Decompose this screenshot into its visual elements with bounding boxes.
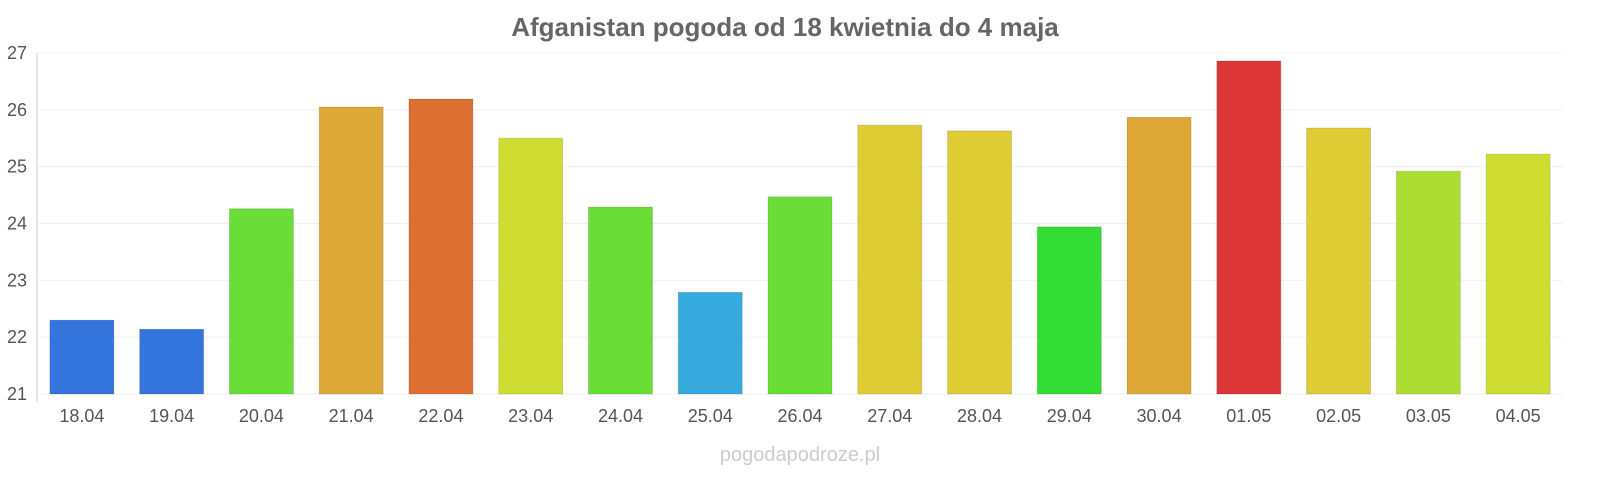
- x-tick-label: 02.05: [1316, 406, 1361, 426]
- y-tick-label: 24: [7, 214, 27, 234]
- y-tick-label: 22: [7, 327, 27, 347]
- bar: [228, 208, 294, 395]
- x-tick-label: 25.04: [688, 406, 733, 426]
- bar: [49, 319, 115, 395]
- x-tick-label: 20.04: [239, 406, 284, 426]
- bar: [1395, 170, 1461, 395]
- watermark: pogodapodroze.pl: [720, 444, 880, 466]
- y-tick-label: 26: [7, 100, 27, 120]
- y-tick-label: 27: [7, 43, 27, 63]
- chart-title: Afganistan pogoda od 18 kwietnia do 4 ma…: [511, 12, 1059, 42]
- x-tick-label: 29.04: [1047, 406, 1092, 426]
- x-tick-label: 19.04: [149, 406, 194, 426]
- bar: [677, 291, 743, 395]
- x-tick-label: 30.04: [1137, 406, 1182, 426]
- x-tick-label: 01.05: [1226, 406, 1271, 426]
- bar: [1126, 116, 1192, 395]
- bar: [139, 328, 205, 395]
- bar: [1216, 60, 1282, 395]
- bar: [1485, 153, 1551, 395]
- x-tick-label: 22.04: [418, 406, 463, 426]
- bar: [408, 98, 474, 395]
- bar: [587, 206, 653, 395]
- x-tick-label: 03.05: [1406, 406, 1451, 426]
- y-tick-label: 25: [7, 157, 27, 177]
- x-tick-label: 28.04: [957, 406, 1002, 426]
- y-tick-label: 23: [7, 270, 27, 290]
- bar: [498, 137, 564, 395]
- x-tick-label: 04.05: [1496, 406, 1541, 426]
- bar: [947, 130, 1013, 395]
- bar: [857, 124, 923, 395]
- bar: [1036, 226, 1102, 395]
- bar: [767, 196, 833, 395]
- x-tick-label: 26.04: [777, 406, 822, 426]
- x-tick-label: 18.04: [59, 406, 104, 426]
- x-tick-label: 27.04: [867, 406, 912, 426]
- x-tick-label: 24.04: [598, 406, 643, 426]
- y-tick-label: 21: [7, 384, 27, 404]
- bar: [1306, 127, 1372, 395]
- bar: [318, 106, 384, 395]
- x-tick-label: 21.04: [329, 406, 374, 426]
- x-tick-label: 23.04: [508, 406, 553, 426]
